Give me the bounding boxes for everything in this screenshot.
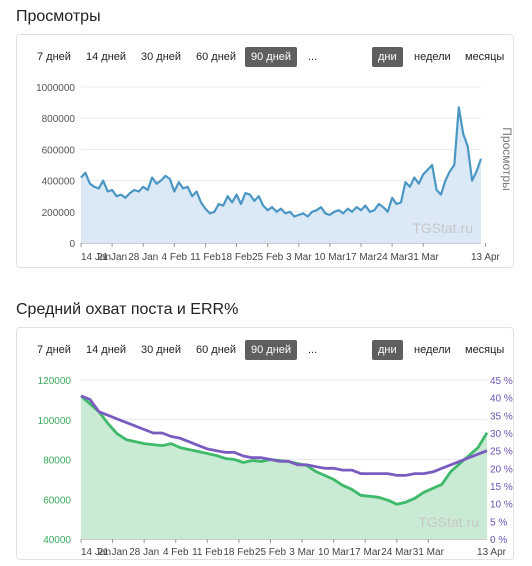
range-more[interactable]: ... (308, 344, 318, 356)
reach-err-chart: 40000 60000 80000 100000 120000 0 % 5 % 10 % 15 … (38, 376, 513, 558)
y2-tick-label: 20 % (490, 464, 513, 475)
reach-section-title: Средний охват поста и ERR% (16, 301, 239, 318)
y-tick-label: 0 (69, 239, 75, 250)
y2-tick-label: 30 % (490, 429, 513, 440)
y2-tick-label: 0 % (490, 535, 507, 546)
x-tick-label: 13 Apr (471, 252, 501, 263)
range-14-days[interactable]: 14 дней (86, 51, 127, 63)
range-7-days[interactable]: 7 дней (37, 51, 71, 63)
y-tick-label: 100000 (38, 416, 72, 427)
x-tick-label: 17 Mar (350, 547, 382, 558)
y-tick-label: 120000 (38, 376, 72, 387)
views-line (80, 106, 483, 218)
views-area (81, 107, 481, 243)
range-60-days[interactable]: 60 дней (196, 51, 237, 63)
x-tick-label: 28 Jan (129, 547, 159, 558)
y-tick-label: 1000000 (36, 83, 75, 94)
reach-area (81, 395, 487, 539)
views-chart: 0 200000 400000 600000 800000 1000000 14 Jan21… (36, 83, 513, 263)
y-tick-label: 200000 (42, 208, 76, 219)
x-tick-label: 25 Feb (252, 252, 284, 263)
x-tick-label: 17 Mar (345, 252, 377, 263)
reach-chart-card: 7 дней 14 дней 30 дней 60 дней 90 дней .… (16, 327, 514, 560)
y-tick-label: 400000 (42, 177, 76, 188)
x-tick-label: 18 Feb (223, 547, 255, 558)
err-line (80, 394, 488, 477)
watermark: TGStat.ru (412, 220, 473, 236)
x-tick-label: 11 Feb (192, 547, 223, 558)
range-30-days[interactable]: 30 дней (141, 51, 182, 63)
x-tick-label: 11 Feb (190, 252, 221, 263)
y2-tick-label: 10 % (490, 500, 513, 511)
views-chart-card: 7 дней 14 дней 30 дней 60 дней 90 дней .… (16, 34, 514, 268)
watermark: TGStat.ru (418, 514, 479, 530)
y-tick-label: 60000 (43, 495, 71, 506)
y2-tick-label: 40 % (490, 394, 513, 405)
x-tick-label: 25 Feb (255, 547, 287, 558)
x-tick-label: 24 Mar (377, 252, 409, 263)
y-tick-label: 80000 (43, 456, 71, 467)
x-tick-label: 24 Mar (381, 547, 413, 558)
x-tick-label: 10 Mar (318, 547, 350, 558)
x-tick-label: 31 Mar (408, 252, 440, 263)
range-30-days[interactable]: 30 дней (141, 344, 182, 356)
y-axis-label: Просмотры (500, 127, 513, 190)
y-tick-label: 600000 (42, 145, 76, 156)
x-tick-label: 28 Jan (128, 252, 158, 263)
granularity-months[interactable]: месяцы (465, 51, 505, 63)
range-14-days[interactable]: 14 дней (86, 344, 127, 356)
x-tick-label: 18 Feb (221, 252, 253, 263)
granularity-days[interactable]: дни (372, 340, 403, 360)
x-tick-label: 21 Jan (98, 547, 128, 558)
range-90-days[interactable]: 90 дней (245, 47, 298, 67)
x-tick-label: 4 Feb (162, 252, 188, 263)
x-tick-label: 3 Mar (286, 252, 312, 263)
y2-tick-label: 45 % (490, 376, 513, 387)
y-tick-label: 40000 (43, 535, 71, 546)
range-7-days[interactable]: 7 дней (37, 344, 71, 356)
x-tick-label: 14 Jan (81, 547, 111, 558)
range-60-days[interactable]: 60 дней (196, 344, 237, 356)
y2-tick-label: 15 % (490, 482, 513, 493)
y2-tick-label: 5 % (490, 517, 507, 528)
x-tick-label: 13 Apr (477, 547, 507, 558)
granularity-weeks[interactable]: недели (414, 344, 451, 356)
views-section-title: Просмотры (16, 8, 101, 25)
y-tick-label: 800000 (42, 114, 76, 125)
x-tick-label: 14 Jan (81, 252, 111, 263)
x-tick-label: 10 Mar (314, 252, 346, 263)
x-tick-label: 31 Mar (413, 547, 445, 558)
granularity-days[interactable]: дни (372, 47, 403, 67)
x-tick-label: 4 Feb (163, 547, 189, 558)
granularity-weeks[interactable]: недели (414, 51, 451, 63)
granularity-months[interactable]: месяцы (465, 344, 505, 356)
y2-tick-label: 35 % (490, 411, 513, 422)
x-tick-label: 3 Mar (289, 547, 315, 558)
x-tick-label: 21 Jan (97, 252, 127, 263)
range-more[interactable]: ... (308, 51, 318, 63)
range-90-days[interactable]: 90 дней (245, 340, 298, 360)
y2-tick-label: 25 % (490, 447, 513, 458)
